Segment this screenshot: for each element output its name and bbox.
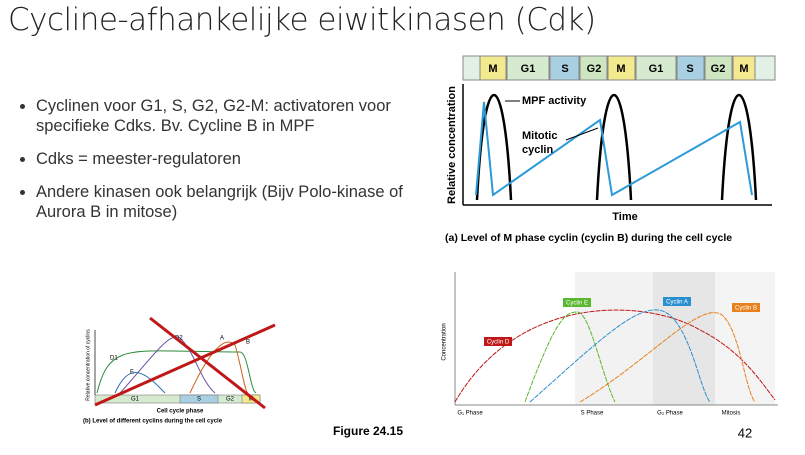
- phase-s: [676, 55, 705, 81]
- band: [653, 272, 715, 405]
- band: [575, 272, 653, 405]
- phase-label: G₂ Phase: [657, 411, 683, 417]
- phase-label: G1: [521, 63, 536, 75]
- phase-label: G₁ Phase: [457, 411, 483, 417]
- cross-line: [94, 323, 276, 407]
- curve-cyclin-d: [454, 309, 776, 403]
- curve-label: A: [220, 336, 224, 342]
- phase-m: [732, 55, 756, 81]
- mpf-label: MPF activity: [522, 95, 587, 107]
- label-box: [484, 337, 512, 346]
- label-box: [563, 298, 591, 307]
- phase-label: G2: [711, 63, 726, 75]
- curve-label: E: [130, 370, 134, 376]
- phase-label: M: [249, 397, 254, 403]
- cross-line: [149, 316, 266, 410]
- cyclin-label: Mitotic: [522, 130, 557, 142]
- page-number: 42: [738, 425, 752, 440]
- x-axis-label: Cell cycle phase: [157, 409, 204, 415]
- figure-a: M G1 S G2 M G1 S G2 M Relative concentra…: [445, 55, 776, 244]
- figure-b: G1 S G2 M Relative concentration of cycl…: [83, 316, 276, 425]
- phase-s: [549, 55, 580, 81]
- label-box: [732, 303, 760, 312]
- phase-g1: [506, 55, 550, 81]
- curve-label: D1: [110, 356, 118, 362]
- phase-label: G2: [226, 397, 235, 403]
- curve-label: Cyclin A: [666, 300, 688, 306]
- y-axis-label: Concentration: [442, 323, 448, 360]
- y-axis-label: Relative concentration: [446, 86, 458, 204]
- curve-d2: [119, 336, 216, 394]
- phase-label: G2: [587, 63, 602, 75]
- figure-number: Figure 24.15: [333, 424, 403, 438]
- curve-label: Cyclin B: [735, 306, 757, 312]
- phase-label: Mitosis: [722, 411, 741, 417]
- curve-label: B: [246, 340, 250, 346]
- phase-label: S: [561, 63, 568, 75]
- phase-s: [179, 394, 219, 404]
- band: [715, 272, 775, 405]
- phase-label: M: [488, 63, 497, 75]
- phase-bar: [94, 394, 261, 404]
- curve-a: [189, 341, 249, 394]
- curve-cyclin-a: [529, 309, 711, 403]
- phase-g2: [579, 55, 608, 81]
- curve-label: Cyclin E: [566, 301, 588, 307]
- curve-label: D2: [175, 336, 183, 342]
- phase-label: G1: [131, 397, 140, 403]
- y-axis-label: Relative concentration of cyclins: [85, 329, 91, 401]
- caption: (a) Level of M phase cyclin (cyclin B) d…: [445, 232, 732, 244]
- figure-c: Concentration Cyclin D Cyclin E Cyclin A…: [442, 272, 778, 417]
- phase-label: S: [197, 397, 201, 403]
- x-axis-label: Time: [612, 211, 637, 223]
- phase-label: S Phase: [581, 411, 604, 417]
- phase-g1: [635, 55, 677, 81]
- bullet: Cyclinen voor G1, S, G2, G2-M: activator…: [36, 96, 436, 136]
- phase-label: M: [616, 63, 625, 75]
- curve-label: Cyclin D: [487, 340, 510, 346]
- phase-label: S: [686, 63, 693, 75]
- phase-g2: [704, 55, 733, 81]
- bullet: Cdks = meester-regulatoren: [36, 149, 436, 169]
- cyclin-curve: [475, 101, 753, 197]
- curve-d1: [96, 350, 257, 394]
- phase-m: [479, 55, 507, 81]
- phase-m: [241, 394, 261, 404]
- curve-cyclin-b: [579, 312, 756, 403]
- phase-m: [607, 55, 636, 81]
- bullet-list: Cyclinen voor G1, S, G2, G2-M: activator…: [18, 96, 436, 235]
- cyclin-label: cyclin: [522, 144, 553, 156]
- curve-e: [114, 372, 166, 394]
- phase-label: M: [739, 63, 748, 75]
- leader: [565, 127, 599, 141]
- mpf-curve: [475, 93, 758, 201]
- caption: (b) Level of different cyclins during th…: [83, 419, 223, 425]
- curve-cyclin-e: [524, 311, 616, 403]
- bullet: Andere kinasen ook belangrijk (Bijv Polo…: [36, 182, 436, 222]
- label-box: [663, 297, 691, 306]
- slide-title: Cycline-afhankelijke eiwitkinasen (Cdk): [8, 2, 596, 38]
- phase-label: G1: [649, 63, 664, 75]
